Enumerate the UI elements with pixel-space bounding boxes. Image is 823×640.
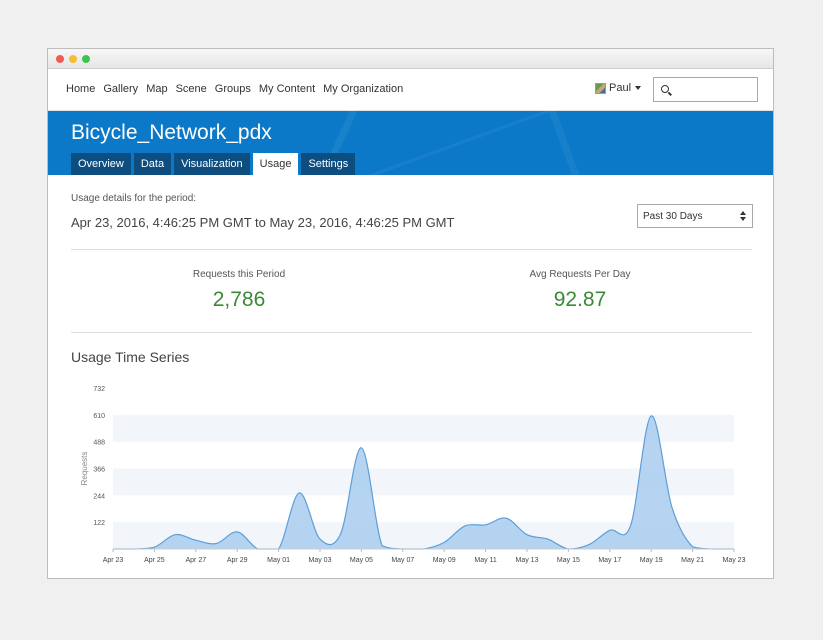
divider (71, 249, 752, 250)
search-icon (661, 85, 669, 93)
grid-band (113, 468, 734, 496)
x-tick-label: May 09 (433, 557, 456, 564)
user-menu[interactable]: Paul (595, 82, 642, 94)
y-axis-label: Requests (80, 452, 89, 486)
tab-usage[interactable]: Usage (252, 153, 299, 175)
caret-down-icon (635, 86, 642, 90)
tab-data[interactable]: Data (133, 153, 172, 175)
y-tick-label: 122 (93, 520, 105, 527)
item-title: Bicycle_Network_pdx (71, 121, 272, 144)
avatar (595, 82, 606, 94)
nav-scene-link[interactable]: Scene (175, 83, 207, 95)
minimize-window-button[interactable] (69, 55, 77, 63)
x-tick-label: Apr 25 (144, 557, 165, 564)
tab-overview[interactable]: Overview (71, 153, 131, 175)
x-tick-label: May 13 (516, 557, 539, 564)
window-titlebar (48, 49, 773, 69)
period-label: Usage details for the period: (71, 193, 197, 204)
x-tick-label: May 03 (309, 557, 332, 564)
nav-links: Home Gallery Map Scene Groups My Content… (66, 83, 411, 95)
user-name: Paul (609, 82, 632, 94)
avg-requests-value: 92.87 (553, 288, 607, 311)
period-range: Apr 23, 2016, 4:46:25 PM GMT to May 23, … (71, 215, 455, 230)
y-tick-label: 732 (93, 386, 105, 393)
section-title: Usage Time Series (71, 349, 190, 365)
y-tick-label: 488 (93, 440, 105, 447)
x-tick-label: May 19 (640, 557, 663, 564)
tab-settings[interactable]: Settings (301, 153, 356, 175)
tab-visualization[interactable]: Visualization (174, 153, 250, 175)
period-select[interactable]: Past 30 Days (637, 204, 753, 228)
x-tick-label: May 01 (267, 557, 290, 564)
item-tabs: Overview Data Visualization Usage Settin… (71, 153, 358, 175)
usage-area (113, 415, 734, 549)
nav-gallery-link[interactable]: Gallery (103, 83, 139, 95)
search-input[interactable] (653, 77, 758, 102)
period-select-value: Past 30 Days (643, 211, 703, 222)
x-tick-label: May 07 (391, 557, 414, 564)
item-banner: Bicycle_Network_pdx Overview Data Visual… (48, 111, 773, 175)
x-tick-label: Apr 27 (185, 557, 206, 564)
nav-map-link[interactable]: Map (146, 83, 168, 95)
avg-requests-label: Avg Requests Per Day (529, 269, 631, 280)
x-tick-label: May 11 (474, 557, 497, 564)
x-tick-label: Apr 29 (227, 557, 248, 564)
x-tick-label: May 15 (557, 557, 580, 564)
browser-window: Home Gallery Map Scene Groups My Content… (47, 48, 774, 579)
x-tick-label: May 17 (598, 557, 621, 564)
divider (71, 332, 752, 333)
x-tick-label: May 05 (350, 557, 373, 564)
select-arrows-icon (740, 211, 746, 221)
top-navigation: Home Gallery Map Scene Groups My Content… (48, 69, 773, 111)
y-tick-label: 366 (93, 467, 105, 474)
close-window-button[interactable] (56, 55, 64, 63)
x-tick-label: Apr 23 (103, 557, 124, 564)
requests-label: Requests this Period (192, 269, 286, 280)
grid-band (113, 414, 734, 442)
y-tick-label: 610 (93, 413, 105, 420)
usage-time-series-chart: 122 244 366 488 610 732 Requests Apr 23 Apr 25 Ap… (80, 386, 746, 564)
nav-groups-link[interactable]: Groups (214, 83, 251, 95)
nav-my-organization-link[interactable]: My Organization (323, 83, 404, 95)
x-tick-label: May 23 (723, 557, 746, 564)
nav-home-link[interactable]: Home (66, 83, 96, 95)
maximize-window-button[interactable] (82, 55, 90, 63)
requests-value: 2,786 (212, 288, 266, 311)
x-tick-label: May 21 (681, 557, 704, 564)
y-tick-label: 244 (93, 493, 105, 500)
nav-my-content-link[interactable]: My Content (258, 83, 316, 95)
